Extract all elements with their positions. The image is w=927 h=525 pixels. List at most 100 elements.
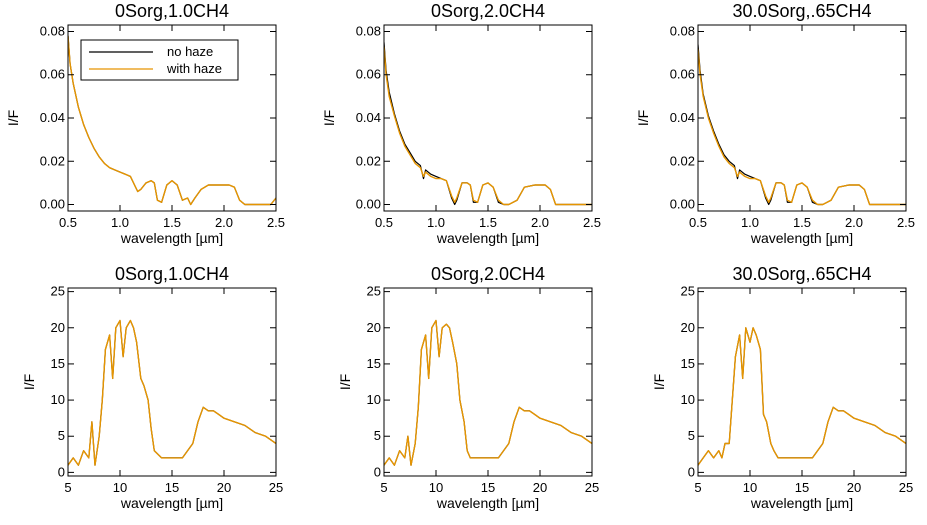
y-tick-label: 0.02 xyxy=(670,153,695,168)
plot-data xyxy=(68,35,276,206)
x-tick-label: 2.0 xyxy=(531,215,549,230)
series-line-with-haze xyxy=(68,319,276,466)
series-line-with-haze xyxy=(698,48,906,206)
plot-data xyxy=(698,44,906,206)
legend-label: with haze xyxy=(166,61,222,76)
y-tick-label: 5 xyxy=(374,428,381,443)
x-tick-label: 1.5 xyxy=(163,215,181,230)
series-line-with-haze xyxy=(384,46,592,206)
x-tick-label: 1.0 xyxy=(741,215,759,230)
y-axis-label: I/F xyxy=(5,110,21,126)
y-tick-label: 20 xyxy=(51,320,65,335)
plot-title: 0Sorg,1.0CH4 xyxy=(115,264,229,284)
subplot-2: 0Sorg,2.0CH4 0.5 1.0 1.5 2.0 2.5 0.00 0.02 0.04 0… xyxy=(321,1,601,246)
x-tick-label: 10 xyxy=(113,480,127,495)
y-tick-label: 25 xyxy=(367,284,381,299)
y-tick-label: 0.08 xyxy=(670,23,695,38)
y-tick-label: 10 xyxy=(367,392,381,407)
x-axis-label: wavelength [µm] xyxy=(436,495,539,511)
y-tick-label: 0.08 xyxy=(40,23,65,38)
x-tick-label: 5 xyxy=(64,480,71,495)
x-tick-label: 15 xyxy=(165,480,179,495)
x-tick-label: 10 xyxy=(743,480,757,495)
y-tick-label: 20 xyxy=(681,320,695,335)
plot-title: 30.0Sorg,.65CH4 xyxy=(732,264,871,284)
x-axis-label: wavelength [µm] xyxy=(436,230,539,246)
y-tick-label: 0.00 xyxy=(670,197,695,212)
x-tick-label: 1.0 xyxy=(427,215,445,230)
x-tick-label: 1.5 xyxy=(479,215,497,230)
plot-title: 30.0Sorg,.65CH4 xyxy=(732,1,871,21)
x-axis-label: wavelength [µm] xyxy=(750,495,853,511)
x-tick-label: 0.5 xyxy=(689,215,707,230)
x-tick-label: 2.5 xyxy=(897,215,915,230)
x-axis-label: wavelength [µm] xyxy=(120,230,223,246)
y-axis-label: I/F xyxy=(21,374,37,390)
y-tick-label: 25 xyxy=(51,284,65,299)
legend: no haze with haze xyxy=(80,39,239,81)
x-tick-label: 15 xyxy=(481,480,495,495)
x-tick-label: 25 xyxy=(585,480,599,495)
plot-frame xyxy=(383,287,593,477)
y-axis-label: I/F xyxy=(635,110,651,126)
plot-title: 0Sorg,2.0CH4 xyxy=(431,264,545,284)
series-line-no-haze xyxy=(384,42,592,206)
x-tick-label: 15 xyxy=(795,480,809,495)
y-axis-label: I/F xyxy=(651,374,667,390)
x-tick-label: 20 xyxy=(533,480,547,495)
series-line-no-haze xyxy=(68,319,276,466)
series-line-no-haze xyxy=(698,327,906,466)
plot-data xyxy=(384,42,592,206)
x-tick-label: 2.0 xyxy=(845,215,863,230)
x-axis-label: wavelength [µm] xyxy=(750,230,853,246)
x-axis-label: wavelength [µm] xyxy=(120,495,223,511)
legend-box xyxy=(80,39,239,81)
y-tick-label: 15 xyxy=(681,356,695,371)
plot-frame xyxy=(67,287,277,477)
y-tick-label: 0 xyxy=(374,464,381,479)
x-tick-label: 25 xyxy=(269,480,283,495)
y-tick-label: 15 xyxy=(51,356,65,371)
x-tick-label: 20 xyxy=(847,480,861,495)
series-line-with-haze xyxy=(384,319,592,466)
y-tick-label: 20 xyxy=(367,320,381,335)
x-tick-label: 1.5 xyxy=(793,215,811,230)
x-tick-label: 1.0 xyxy=(111,215,129,230)
x-tick-label: 2.0 xyxy=(215,215,233,230)
plot-title: 0Sorg,1.0CH4 xyxy=(115,1,229,21)
y-tick-label: 0 xyxy=(58,464,65,479)
y-tick-label: 0.04 xyxy=(40,110,65,125)
plot-title: 0Sorg,2.0CH4 xyxy=(431,1,545,21)
plot-data xyxy=(698,327,906,466)
y-tick-label: 0.04 xyxy=(670,110,695,125)
y-tick-label: 10 xyxy=(51,392,65,407)
y-tick-label: 25 xyxy=(681,284,695,299)
y-tick-label: 0.02 xyxy=(40,153,65,168)
y-tick-label: 0.06 xyxy=(670,67,695,82)
x-tick-label: 20 xyxy=(217,480,231,495)
y-axis-label: I/F xyxy=(321,110,337,126)
y-axis-label: I/F xyxy=(337,374,353,390)
y-tick-label: 15 xyxy=(367,356,381,371)
y-tick-label: 0.08 xyxy=(356,23,381,38)
y-tick-label: 0.04 xyxy=(356,110,381,125)
x-tick-label: 0.5 xyxy=(375,215,393,230)
subplot-3: 30.0Sorg,.65CH4 0.5 1.0 1.5 2.0 2.5 0.00 0.02 0.… xyxy=(635,1,915,246)
x-tick-label: 5 xyxy=(694,480,701,495)
x-tick-label: 2.5 xyxy=(267,215,285,230)
plot-frame xyxy=(697,287,907,477)
plot-data xyxy=(68,319,276,466)
legend-label: no haze xyxy=(167,44,213,59)
x-tick-label: 2.5 xyxy=(583,215,601,230)
y-tick-label: 0.06 xyxy=(356,67,381,82)
y-tick-label: 0 xyxy=(688,464,695,479)
subplot-1: 0Sorg,1.0CH4 0.5 1.0 1.5 2.0 2.5 0.00 0.02 0.04 0… xyxy=(5,1,285,246)
y-tick-label: 5 xyxy=(58,428,65,443)
x-tick-label: 0.5 xyxy=(59,215,77,230)
y-tick-label: 0.00 xyxy=(40,197,65,212)
x-tick-label: 5 xyxy=(380,480,387,495)
